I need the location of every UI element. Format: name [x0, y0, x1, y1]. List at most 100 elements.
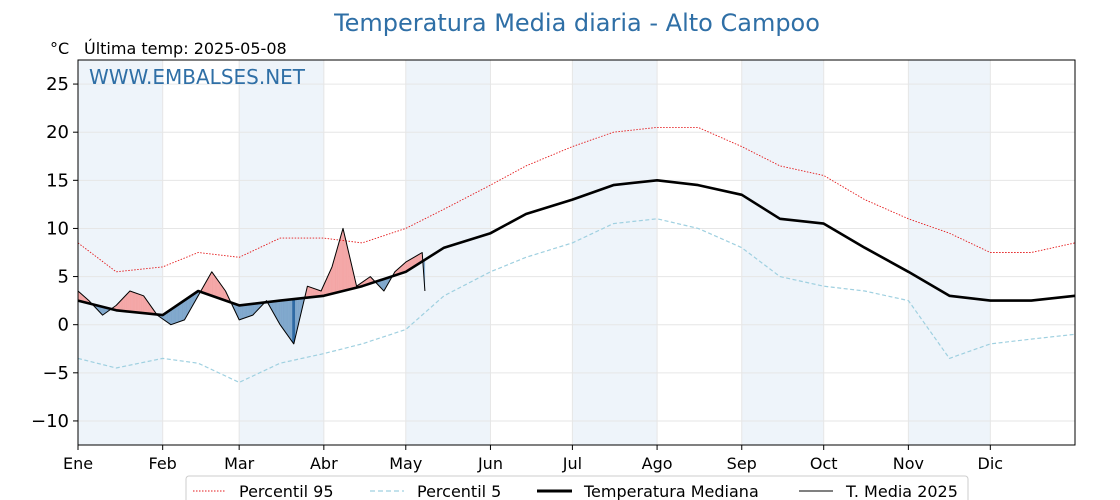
fill-below-median: [279, 300, 282, 328]
fill-below-median: [245, 304, 248, 318]
fill-below-median: [244, 304, 247, 319]
fill-above-median: [131, 291, 133, 313]
fill-below-median: [173, 306, 176, 324]
fill-above-median: [214, 275, 217, 298]
series-line-current: [77, 227, 426, 345]
series-line-median: [77, 179, 1076, 317]
fill-below-median: [178, 302, 181, 323]
fill-above-median: [136, 293, 139, 313]
fill-below-median: [247, 304, 249, 318]
fill-below-median: [241, 304, 244, 320]
fill-above-median: [127, 292, 129, 312]
fill-above-median: [345, 239, 348, 291]
x-tick-label: Mar: [224, 454, 255, 473]
fill-below-median: [285, 299, 288, 335]
fill-above-median: [213, 273, 215, 297]
fill-above-median: [330, 266, 333, 295]
y-tick-label: 20: [46, 122, 69, 143]
series-line-p95: [77, 126, 1076, 273]
fill-above-median: [135, 292, 137, 313]
fill-above-median: [340, 233, 342, 292]
legend: Percentil 95 Percentil 5 Temperatura Med…: [185, 475, 969, 500]
fill-below-median: [249, 303, 252, 317]
y-tick-label: −5: [42, 363, 69, 384]
x-axis: Ene Feb Mar Abr May Jun Jul Ago Sep Oct Nov Dic: [63, 445, 1003, 473]
fill-below-median: [180, 301, 182, 322]
fill-below-median: [278, 300, 281, 326]
fill-above-median: [337, 242, 340, 293]
legend-box: [185, 475, 969, 500]
x-tick-label: Nov: [893, 454, 924, 473]
y-axis: −10 −5 0 5 10 15 20 25: [31, 74, 78, 432]
month-band: [78, 60, 163, 445]
fill-above-median: [129, 290, 132, 312]
fill-below-median: [172, 307, 174, 325]
x-tick-label: Ene: [63, 454, 93, 473]
month-band: [405, 60, 491, 445]
y-tick-label: 25: [46, 74, 69, 95]
fill-below-median: [177, 303, 180, 323]
fill-above-median: [208, 273, 211, 296]
fill-above-median: [121, 297, 124, 312]
x-tick-label: Sep: [727, 454, 757, 473]
x-tick-label: May: [389, 454, 422, 473]
month-band: [741, 60, 824, 445]
fill-below-median: [170, 308, 173, 325]
fill-above-median: [124, 294, 126, 312]
fill-above-median: [133, 292, 136, 313]
fill-above-median: [128, 290, 131, 312]
fill-below-median: [277, 300, 279, 323]
fill-below-median: [183, 299, 185, 321]
fill-below-median: [181, 300, 184, 322]
fill-above-median: [341, 228, 344, 292]
fill-above-median: [122, 296, 125, 312]
fill-above-median: [211, 271, 214, 297]
fill-above-median: [338, 238, 341, 293]
unit-label: °C: [50, 39, 69, 58]
month-bands: [78, 60, 991, 445]
y-tick-label: 5: [58, 267, 69, 288]
fill-above-median: [334, 252, 337, 294]
y-tick-label: 0: [58, 315, 69, 336]
fill-below-median: [174, 305, 177, 324]
watermark: WWW.EMBALSES.NET: [89, 65, 306, 89]
fill-above-median: [143, 295, 146, 314]
fill-above-median: [344, 234, 346, 291]
fill-above-median: [335, 247, 338, 293]
fill-below-median: [284, 299, 286, 333]
fill-below-median: [248, 303, 251, 317]
fill-below-median: [251, 303, 253, 316]
chart-title: Temperatura Media diaria - Alto Campoo: [333, 9, 820, 37]
month-band: [239, 60, 324, 445]
y-tick-label: 10: [46, 218, 69, 239]
x-tick-label: Dic: [978, 454, 1004, 473]
fill-below-median: [290, 299, 293, 343]
fill-above-median: [142, 295, 144, 314]
fill-below-median: [184, 299, 187, 321]
x-tick-label: Abr: [310, 454, 338, 473]
x-tick-label: Feb: [149, 454, 177, 473]
series-lines: [77, 126, 1076, 383]
fill-below-median: [176, 304, 178, 323]
fill-above-median: [217, 278, 219, 299]
fill-above-median: [210, 271, 212, 297]
fill-below-median: [282, 300, 285, 331]
fill-above-median: [342, 228, 345, 292]
fill-below-median: [281, 300, 284, 330]
fill-below-median: [288, 299, 290, 339]
last-temp-label: Última temp: 2025-05-08: [84, 39, 287, 58]
fill-above-median: [308, 286, 311, 298]
fill-above-median: [218, 280, 221, 299]
legend-p95-label: Percentil 95: [239, 482, 334, 500]
fill-above-median: [215, 277, 218, 298]
fill-below-median: [239, 305, 241, 321]
month-band: [572, 60, 658, 445]
y-tick-label: −10: [31, 411, 69, 432]
fill-below-median: [292, 298, 294, 345]
month-band: [908, 60, 991, 445]
legend-p5-label: Percentil 5: [417, 482, 501, 500]
fill-above-median: [139, 294, 141, 313]
fill-above-median: [140, 294, 143, 314]
legend-median-label: Temperatura Mediana: [583, 482, 759, 500]
